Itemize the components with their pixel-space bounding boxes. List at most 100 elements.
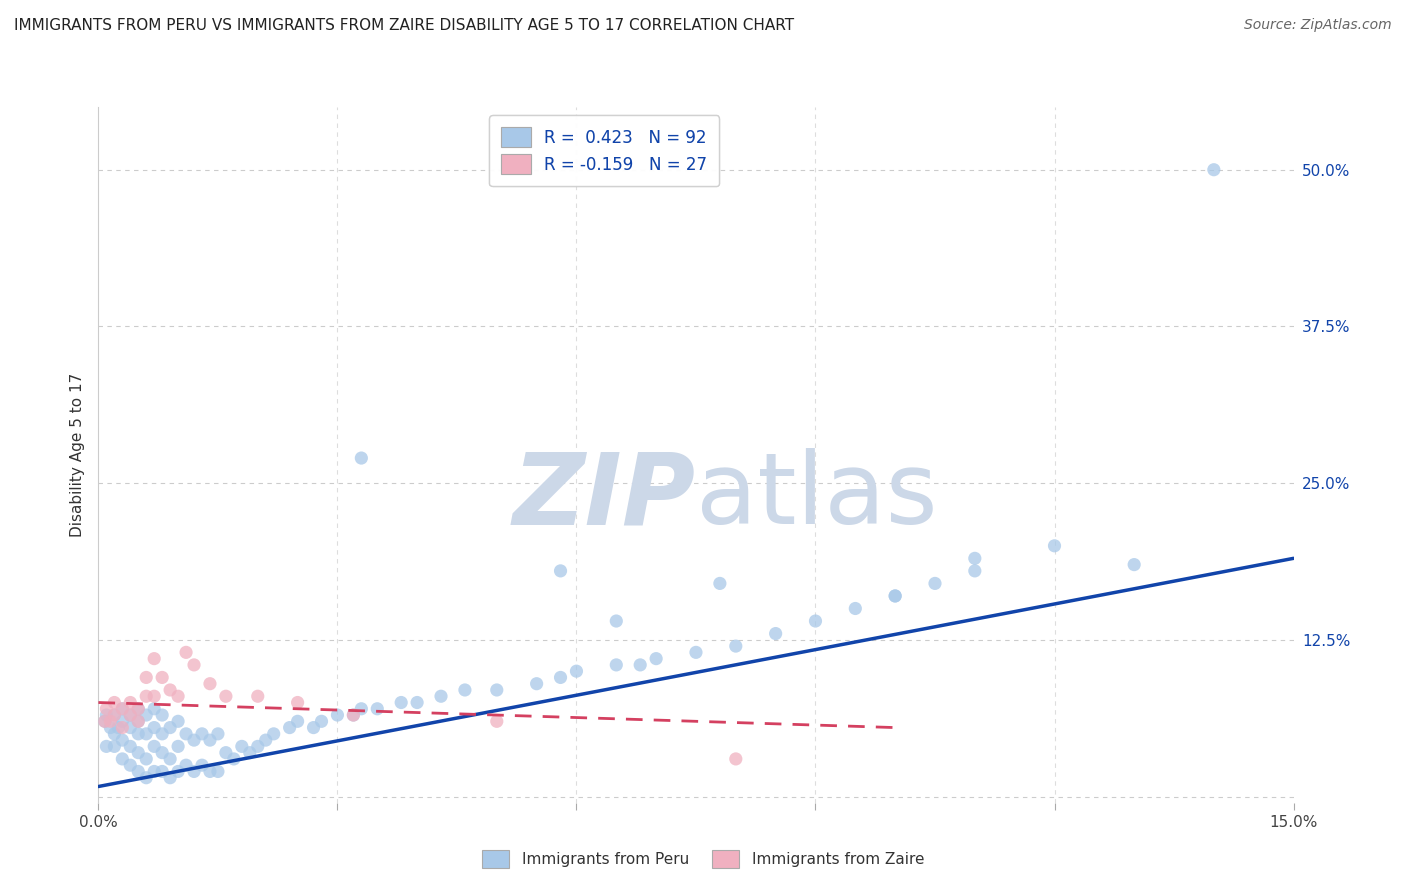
Point xyxy=(302,721,325,735)
Point xyxy=(198,676,221,690)
Point xyxy=(120,758,142,772)
Point xyxy=(246,739,269,754)
Point xyxy=(231,739,253,754)
Point xyxy=(100,714,122,729)
Point xyxy=(107,721,129,735)
Point xyxy=(100,721,122,735)
Point xyxy=(207,764,229,779)
Point xyxy=(1043,539,1066,553)
Point xyxy=(143,702,166,716)
Point xyxy=(167,714,190,729)
Point xyxy=(120,708,142,723)
Point xyxy=(150,727,173,741)
Point xyxy=(183,657,205,672)
Point xyxy=(127,714,149,729)
Point xyxy=(94,714,117,729)
Point xyxy=(103,708,125,723)
Point xyxy=(406,696,429,710)
Point xyxy=(96,702,118,716)
Point xyxy=(120,739,142,754)
Point xyxy=(167,739,190,754)
Point xyxy=(287,714,309,729)
Point xyxy=(135,727,157,741)
Point xyxy=(709,576,731,591)
Point xyxy=(844,601,866,615)
Point xyxy=(550,670,572,684)
Point xyxy=(159,721,181,735)
Point xyxy=(143,651,166,665)
Point xyxy=(183,733,205,747)
Point xyxy=(127,702,149,716)
Point xyxy=(103,708,125,723)
Point xyxy=(287,696,309,710)
Point xyxy=(526,676,548,690)
Point xyxy=(222,752,245,766)
Point xyxy=(135,670,157,684)
Point xyxy=(645,651,668,665)
Point xyxy=(326,708,349,723)
Point xyxy=(628,657,651,672)
Point xyxy=(207,727,229,741)
Point xyxy=(111,733,134,747)
Point xyxy=(605,614,627,628)
Point xyxy=(198,764,221,779)
Point xyxy=(485,683,508,698)
Point xyxy=(342,708,364,723)
Point xyxy=(94,714,117,729)
Point xyxy=(278,721,301,735)
Point xyxy=(342,708,364,723)
Point xyxy=(96,739,118,754)
Point xyxy=(135,708,157,723)
Point xyxy=(183,764,205,779)
Point xyxy=(111,721,134,735)
Point xyxy=(135,690,157,704)
Point xyxy=(111,702,134,716)
Point xyxy=(215,690,238,704)
Point xyxy=(174,727,197,741)
Point xyxy=(724,752,747,766)
Point xyxy=(150,746,173,760)
Point xyxy=(389,696,412,710)
Point xyxy=(215,746,238,760)
Point xyxy=(350,702,373,716)
Point xyxy=(167,764,190,779)
Point xyxy=(120,721,142,735)
Point xyxy=(311,714,333,729)
Point xyxy=(263,727,285,741)
Point xyxy=(143,721,166,735)
Point xyxy=(111,702,134,716)
Point xyxy=(159,683,181,698)
Point xyxy=(239,746,262,760)
Point xyxy=(103,739,125,754)
Point xyxy=(254,733,277,747)
Point xyxy=(685,645,707,659)
Point xyxy=(150,708,173,723)
Point xyxy=(724,639,747,653)
Point xyxy=(120,696,142,710)
Point xyxy=(159,771,181,785)
Point xyxy=(884,589,907,603)
Point xyxy=(127,746,149,760)
Point xyxy=(1202,162,1225,177)
Point xyxy=(485,714,508,729)
Point xyxy=(350,451,373,466)
Point xyxy=(143,739,166,754)
Point xyxy=(135,752,157,766)
Point xyxy=(111,752,134,766)
Point xyxy=(246,690,269,704)
Text: atlas: atlas xyxy=(696,448,938,545)
Legend: R =  0.423   N = 92, R = -0.159   N = 27: R = 0.423 N = 92, R = -0.159 N = 27 xyxy=(489,115,718,186)
Point xyxy=(191,758,214,772)
Point xyxy=(135,771,157,785)
Point xyxy=(565,664,588,678)
Point xyxy=(96,708,118,723)
Point xyxy=(150,670,173,684)
Point xyxy=(550,564,572,578)
Point xyxy=(174,645,197,659)
Point xyxy=(884,589,907,603)
Point xyxy=(127,727,149,741)
Text: Source: ZipAtlas.com: Source: ZipAtlas.com xyxy=(1244,18,1392,32)
Point xyxy=(143,764,166,779)
Point xyxy=(366,702,388,716)
Point xyxy=(127,714,149,729)
